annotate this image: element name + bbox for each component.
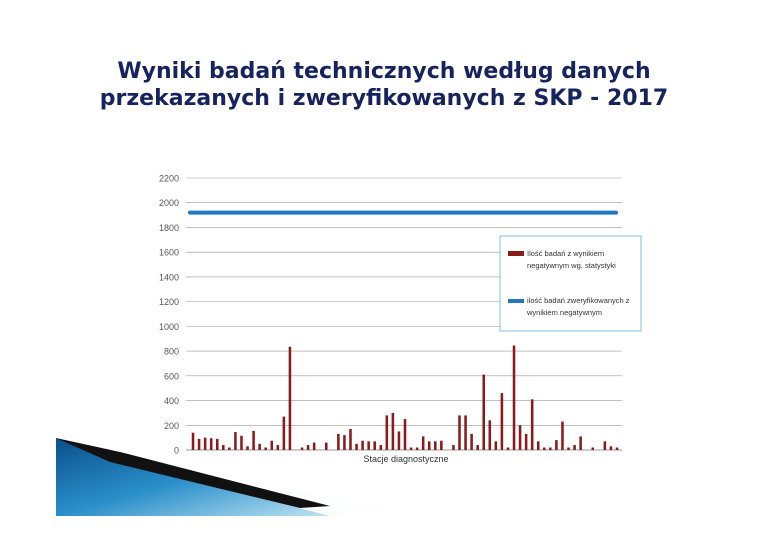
y-tick-label: 2200 — [159, 174, 179, 184]
slide-title-line-1: Wyniki badań technicznych według danych — [117, 59, 651, 84]
legend-line-label-line-1: ilość badań zweryfikowanych z — [527, 296, 630, 305]
y-tick-label: 400 — [164, 396, 179, 406]
bar — [228, 447, 231, 450]
bar — [500, 393, 504, 450]
y-tick-label: 1000 — [159, 322, 179, 332]
swoosh-dark-stroke — [56, 438, 330, 508]
bar — [349, 428, 352, 450]
legend-line-swatch — [508, 299, 524, 303]
y-tick-label: 800 — [164, 347, 179, 357]
bar — [524, 433, 528, 450]
bar — [288, 346, 292, 450]
bar — [403, 419, 407, 450]
bar — [488, 420, 492, 450]
swoosh-blue-wedge — [56, 438, 330, 516]
bar — [312, 442, 316, 450]
bar — [270, 440, 274, 450]
bar — [264, 447, 267, 450]
legend-bar-label-line-1: Ilość badań z wynikiem — [527, 249, 604, 258]
bar — [555, 440, 558, 450]
bar — [591, 447, 595, 450]
bar — [512, 345, 516, 450]
slide-title: Wyniki badań technicznych według danych … — [0, 58, 768, 112]
bar — [434, 441, 437, 450]
bar — [518, 425, 522, 450]
x-axis-label: Stacje diagnostyczne — [363, 454, 448, 464]
bar — [222, 445, 225, 450]
bar — [603, 441, 607, 450]
bar — [579, 436, 582, 450]
bar — [234, 432, 237, 450]
bar — [258, 443, 261, 450]
bar — [530, 399, 534, 450]
y-tick-label: 1400 — [159, 272, 179, 282]
bar — [203, 437, 207, 450]
bar — [300, 447, 304, 450]
bar — [609, 446, 613, 450]
bar — [476, 445, 479, 450]
y-tick-label: 600 — [164, 371, 179, 381]
bar — [367, 441, 370, 450]
bar — [282, 416, 286, 450]
bar — [561, 421, 564, 450]
bar — [355, 443, 358, 450]
bar — [549, 447, 552, 450]
bar — [567, 447, 570, 450]
bar — [215, 438, 219, 450]
bar — [246, 446, 249, 450]
legend-line-label-line-2: wynikiem negatywnym — [526, 308, 602, 317]
bar — [494, 441, 498, 450]
y-tick-label: 200 — [164, 421, 179, 431]
bar — [337, 433, 340, 450]
chart-legend: Ilość badań z wynikiem negatywnym wg. st… — [499, 235, 642, 332]
bar — [464, 415, 467, 450]
bar — [397, 431, 401, 450]
bar — [427, 441, 431, 450]
y-tick-label: 0 — [174, 446, 179, 456]
bar — [240, 435, 243, 450]
bar — [306, 445, 310, 450]
bar — [415, 447, 419, 450]
bar — [252, 430, 255, 450]
bar — [421, 436, 425, 450]
bar — [343, 435, 346, 450]
bar — [543, 447, 546, 450]
bar — [452, 445, 455, 450]
bar — [470, 433, 473, 450]
bar — [209, 438, 213, 450]
legend-bar-label-line-2: negatywnym wg. statystyki — [527, 261, 616, 270]
legend-bar-swatch — [508, 251, 524, 256]
y-tick-label: 1800 — [159, 223, 179, 233]
bar-series — [191, 345, 619, 450]
bar — [506, 447, 510, 450]
bar — [373, 441, 376, 450]
bar — [536, 441, 540, 450]
bar — [573, 445, 576, 450]
bar — [361, 440, 364, 450]
bar — [458, 415, 461, 450]
y-tick-label: 2000 — [159, 198, 179, 208]
bar — [391, 412, 395, 450]
bar — [197, 438, 201, 450]
bar — [615, 447, 619, 450]
bar — [324, 442, 328, 450]
bar — [409, 447, 413, 450]
y-tick-label: 1600 — [159, 248, 179, 258]
bar — [385, 415, 389, 450]
bar — [379, 445, 383, 450]
bar — [276, 445, 280, 450]
bar — [191, 432, 195, 450]
slide-title-line-2: przekazanych i zweryfikowanych z SKP - 2… — [99, 86, 669, 111]
bar — [482, 374, 486, 450]
bar — [440, 440, 443, 450]
y-tick-label: 1200 — [159, 297, 179, 307]
y-axis-tick-labels: 0 200 400 600 800 1000 1200 1400 1600 1800 2000 220… — [159, 174, 179, 456]
